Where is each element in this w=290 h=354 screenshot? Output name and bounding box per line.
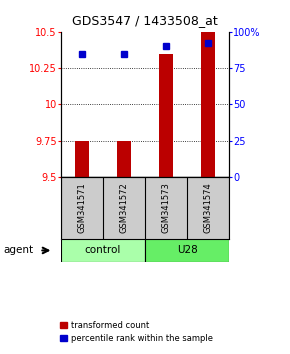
Text: control: control [85, 245, 121, 256]
Legend: transformed count, percentile rank within the sample: transformed count, percentile rank withi… [56, 318, 216, 346]
Text: GSM341572: GSM341572 [119, 183, 128, 233]
Text: GDS3547 / 1433508_at: GDS3547 / 1433508_at [72, 14, 218, 27]
Bar [145, 239, 229, 262]
Text: GSM341571: GSM341571 [77, 183, 86, 233]
Text: GSM341573: GSM341573 [162, 183, 171, 233]
Bar [117, 141, 131, 177]
Bar [201, 32, 215, 177]
Text: agent: agent [3, 245, 33, 256]
Bar [159, 54, 173, 177]
Text: U28: U28 [177, 245, 197, 256]
Bar [75, 141, 89, 177]
Bar [61, 239, 145, 262]
Text: GSM341574: GSM341574 [204, 183, 213, 233]
